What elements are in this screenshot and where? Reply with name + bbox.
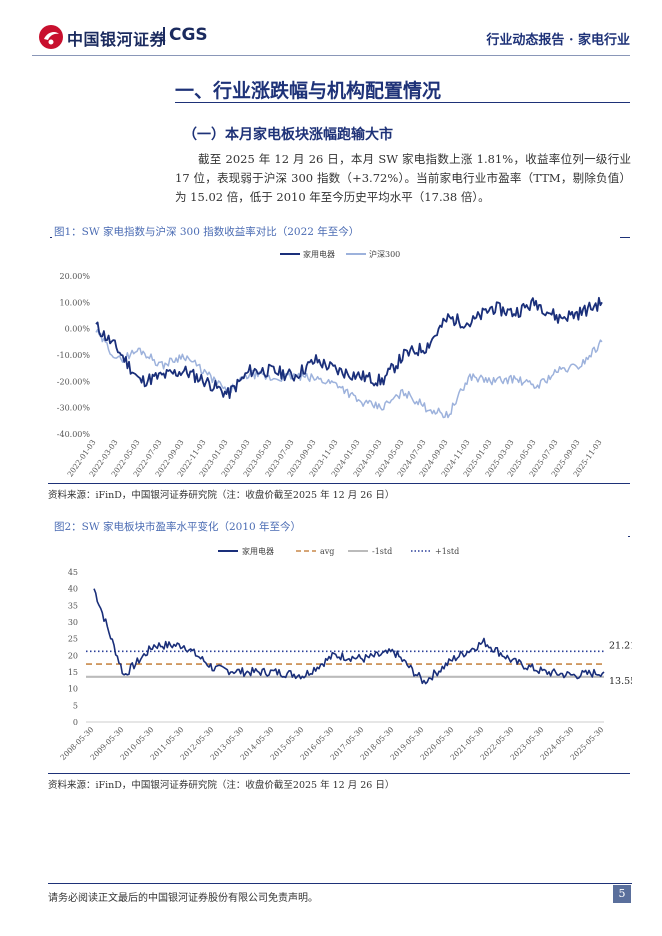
figure2-source-divider [48, 773, 630, 774]
legend-label-2: avg [320, 547, 334, 556]
reference-value-label: 21.21 [609, 640, 632, 651]
y-tick-label: 45 [68, 568, 78, 577]
y-tick-label: -40.00% [57, 430, 91, 439]
y-tick-label: 40 [68, 585, 78, 594]
legend-label-3: -1std [372, 547, 392, 556]
body-paragraph: 截至 2025 年 12 月 26 日，本月 SW 家电指数上涨 1.81%，收… [175, 152, 631, 204]
figure1-left-tick [50, 237, 52, 238]
y-tick-label: 5 [73, 701, 78, 710]
y-tick-label: 30 [68, 618, 78, 627]
y-tick-label: 0.00% [65, 325, 91, 334]
footer-divider [48, 883, 632, 884]
series-line-csi300 [95, 328, 603, 419]
logo-english-name: CGS [169, 25, 208, 45]
legend-label-2: 沪深300 [369, 249, 400, 259]
y-tick-label: 20 [68, 651, 78, 660]
figure2-source: 资料来源：iFinD，中国银河证券研究院（注：收盘价截至2025 年 12 月 … [48, 780, 395, 791]
section-title-underline [175, 102, 630, 103]
series-line-appliance [95, 296, 603, 399]
footer-disclaimer: 请务必阅读正文最后的中国银河证券股份有限公司免责声明。 [48, 893, 318, 904]
y-tick-label: 15 [68, 668, 78, 677]
legend-label-1: 家用电器 [303, 249, 335, 259]
y-tick-label: 10 [68, 685, 78, 694]
page-number: 5 [613, 885, 631, 903]
figure2-chart: 4540353025201510502008-05-302009-05-3020… [58, 546, 632, 762]
y-tick-label: -10.00% [57, 351, 91, 360]
subsection-title: （一）本月家电板块涨幅跑输大市 [183, 127, 393, 143]
logo-divider [163, 27, 165, 45]
y-tick-label: -30.00% [57, 404, 91, 413]
figure2-caption: 图2：SW 家电板块市盈率水平变化（2010 年至今） [54, 521, 302, 533]
header-divider [32, 55, 630, 56]
legend-label-4: +1std [435, 547, 459, 556]
report-type-label: 行业动态报告 · 家电行业 [486, 33, 630, 48]
logo-chinese-name: 中国银河证券 [67, 30, 167, 49]
legend-label-1: 家用电器 [242, 546, 274, 556]
cgs-logo-icon [39, 25, 63, 49]
y-tick-label: -20.00% [57, 377, 91, 386]
y-tick-label: 35 [68, 601, 78, 610]
figure1-right-tick [620, 237, 630, 238]
figure1-chart: 20.00% 10.00% 0.00% -10.00% -20.00% -30.00% -4… [57, 249, 604, 479]
y-tick-label: 0 [73, 718, 78, 727]
reference-value-label: 13.55 [609, 676, 632, 687]
y-tick-label: 25 [68, 635, 78, 644]
y-tick-label: 20.00% [59, 272, 90, 281]
figure2-right-tick [628, 536, 630, 537]
figure1-caption: 图1：SW 家电指数与沪深 300 指数收益率对比（2022 年至今） [54, 226, 360, 238]
figure1-source-divider [48, 483, 630, 484]
figure1-source: 资料来源：iFinD，中国银河证券研究院（注：收盘价截至2025 年 12 月 … [48, 490, 395, 501]
section-title: 一、行业涨跌幅与机构配置情况 [175, 80, 442, 102]
y-tick-label: 10.00% [59, 298, 90, 307]
series-line-pe [93, 588, 605, 685]
